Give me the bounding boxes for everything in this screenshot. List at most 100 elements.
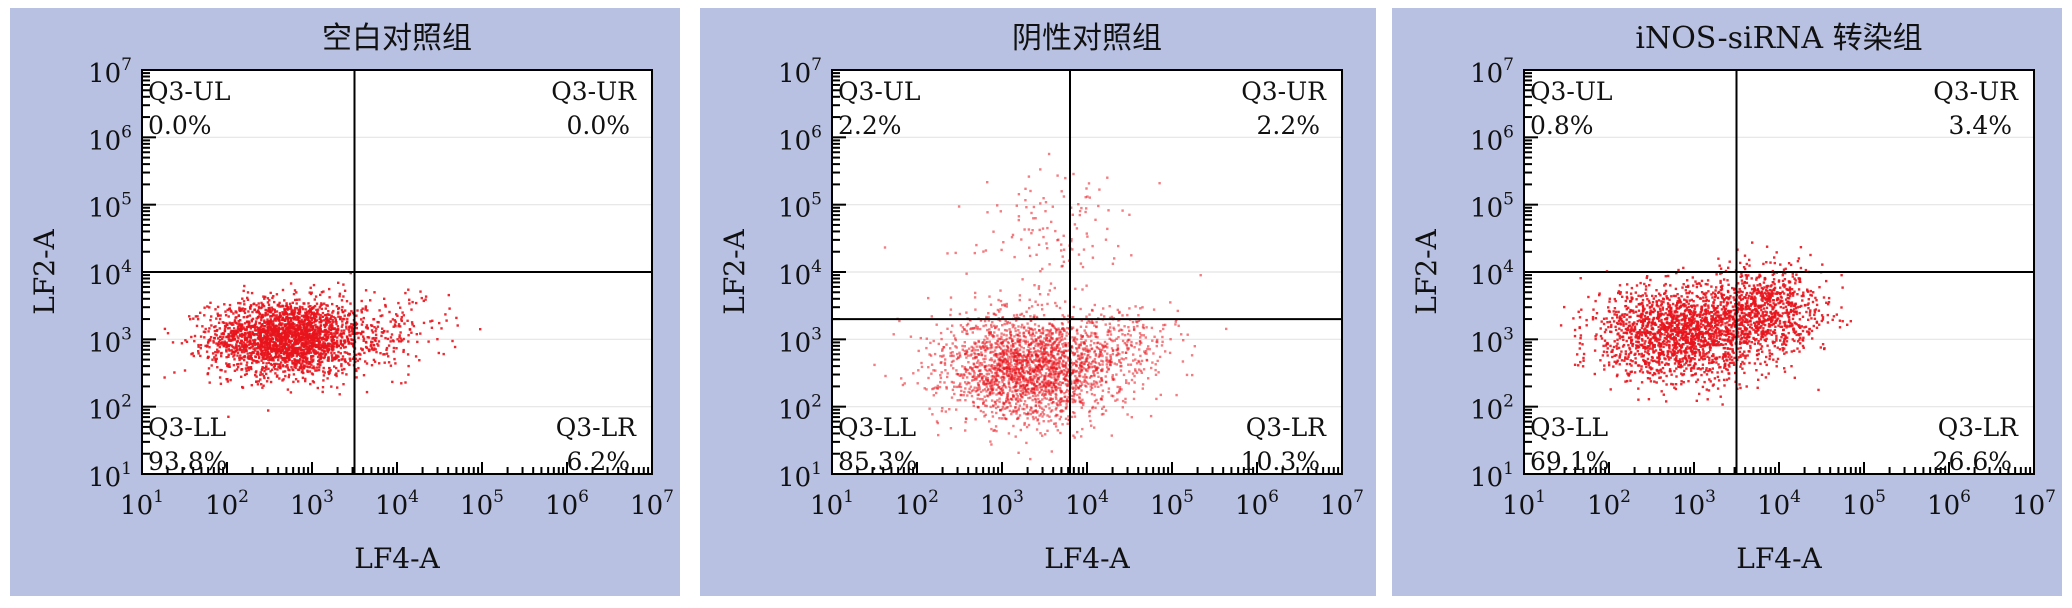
data-point	[1021, 360, 1024, 363]
data-point	[318, 321, 321, 324]
data-point	[1014, 372, 1018, 375]
data-point	[988, 364, 991, 367]
data-point	[406, 319, 409, 322]
data-point	[411, 323, 414, 326]
data-point	[264, 354, 267, 357]
data-point	[316, 355, 320, 359]
data-point	[343, 314, 346, 317]
data-point	[281, 364, 284, 367]
data-point	[1051, 324, 1055, 327]
data-point	[950, 360, 954, 364]
data-point	[997, 343, 1000, 346]
data-point	[230, 323, 234, 326]
data-point	[293, 311, 297, 314]
data-point	[346, 337, 350, 341]
data-point	[990, 357, 993, 360]
data-point	[262, 304, 266, 308]
data-point	[253, 329, 257, 332]
data-point	[1010, 367, 1014, 370]
data-point	[264, 295, 267, 299]
data-point	[451, 339, 454, 343]
data-point	[1161, 335, 1164, 339]
data-point	[1055, 344, 1059, 347]
data-point	[1051, 345, 1054, 348]
data-point	[959, 324, 963, 327]
data-point	[304, 340, 307, 344]
data-point	[1092, 371, 1095, 374]
data-point	[313, 343, 316, 347]
data-point	[1081, 398, 1084, 401]
data-point	[288, 307, 291, 311]
data-point	[331, 302, 334, 306]
data-point	[210, 324, 213, 327]
data-point	[1033, 350, 1037, 353]
data-point	[1077, 387, 1081, 390]
data-point	[1127, 326, 1130, 329]
data-point	[1035, 384, 1038, 388]
data-point	[1076, 381, 1079, 384]
data-point	[313, 367, 316, 370]
data-point	[1073, 381, 1077, 384]
data-point	[1021, 396, 1024, 399]
data-point	[302, 367, 306, 370]
data-point	[445, 319, 448, 322]
data-point	[1018, 382, 1021, 385]
data-point	[987, 312, 990, 315]
data-point	[1088, 376, 1092, 379]
data-point	[1157, 371, 1160, 374]
data-point	[263, 370, 266, 373]
data-point	[310, 358, 313, 361]
data-point	[1081, 347, 1085, 350]
data-point	[327, 327, 331, 330]
data-point	[1044, 393, 1047, 396]
data-point	[1070, 316, 1073, 319]
data-point	[345, 373, 348, 376]
data-point	[975, 361, 979, 364]
data-point	[973, 371, 976, 375]
data-point	[1022, 383, 1025, 386]
data-point	[319, 357, 322, 360]
data-point	[335, 322, 338, 326]
data-point	[295, 364, 298, 367]
data-point	[332, 315, 335, 319]
data-point	[1080, 383, 1084, 386]
data-point	[950, 364, 953, 367]
data-point	[1032, 351, 1035, 354]
data-point	[1044, 344, 1047, 348]
data-point	[1055, 363, 1058, 367]
data-point	[213, 336, 216, 340]
data-point	[1034, 416, 1037, 419]
data-point	[1021, 367, 1024, 370]
data-point	[269, 329, 272, 332]
data-point	[273, 314, 276, 317]
data-point	[972, 388, 975, 392]
data-point	[311, 359, 315, 363]
data-point	[1037, 364, 1040, 367]
data-point	[281, 335, 285, 339]
data-point	[343, 351, 346, 354]
data-point	[260, 383, 263, 386]
data-point	[985, 348, 988, 351]
data-point	[1058, 418, 1061, 421]
data-point	[207, 355, 210, 359]
data-point	[1017, 350, 1020, 353]
data-point	[960, 389, 963, 393]
data-point	[1088, 414, 1091, 418]
data-point	[279, 366, 282, 369]
data-point	[1021, 365, 1024, 368]
data-point	[1035, 357, 1038, 360]
data-point	[333, 335, 337, 338]
data-point	[257, 360, 260, 364]
data-point	[1058, 336, 1061, 340]
data-point	[320, 303, 324, 306]
data-point	[283, 334, 286, 337]
data-point	[273, 345, 276, 348]
data-point	[220, 369, 223, 372]
data-point	[263, 327, 266, 331]
data-point	[1074, 342, 1078, 345]
data-point	[977, 406, 980, 409]
data-point	[1049, 344, 1052, 347]
data-point	[1029, 328, 1032, 331]
data-point	[1065, 343, 1068, 347]
data-point	[1005, 396, 1009, 399]
